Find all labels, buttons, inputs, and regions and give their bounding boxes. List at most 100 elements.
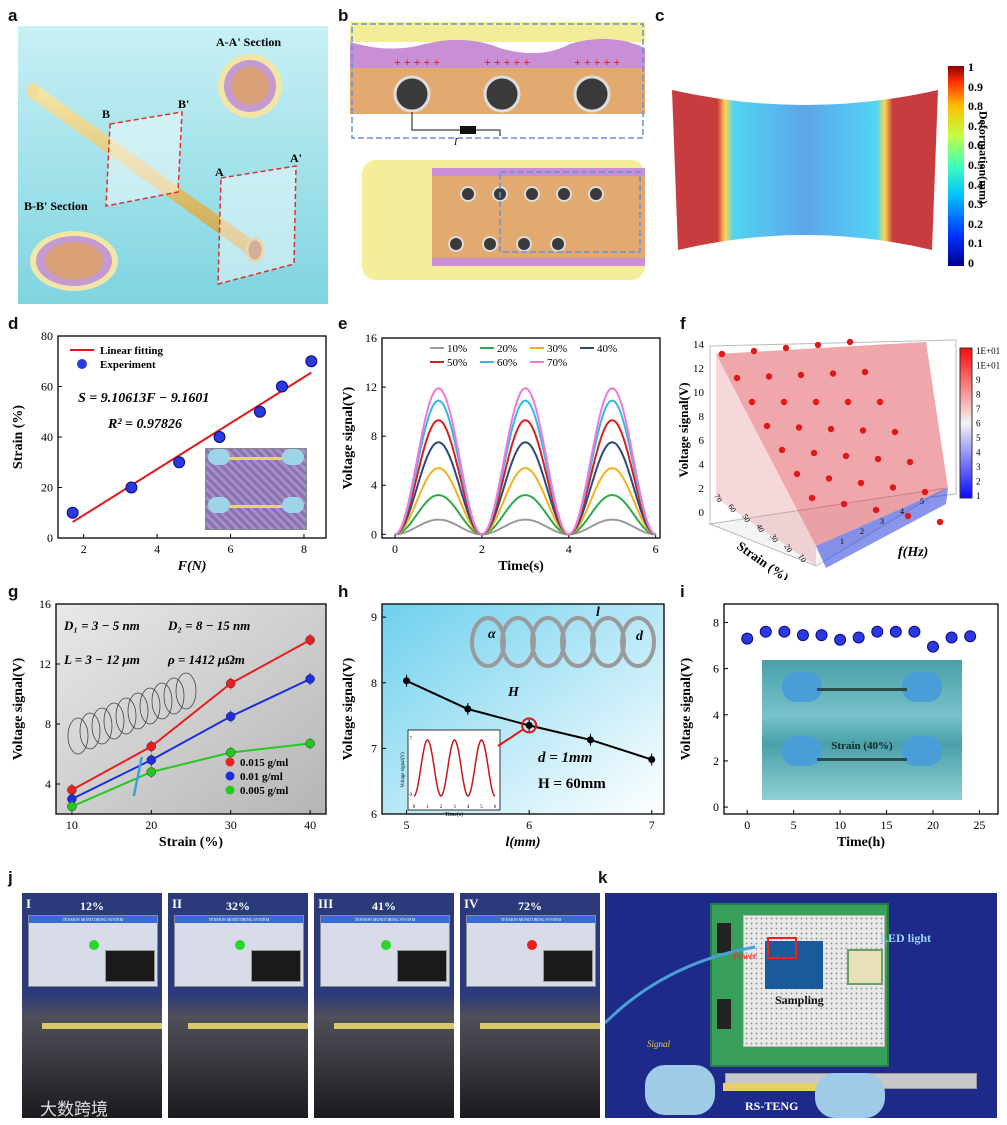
legend-swatch xyxy=(225,785,235,795)
data-point xyxy=(225,678,236,689)
highlight-ring xyxy=(521,717,538,734)
data-point xyxy=(795,424,803,431)
x-tick-label: 0 xyxy=(392,542,398,556)
spring-coil xyxy=(620,616,656,668)
y-tick-label: 8 xyxy=(699,411,705,423)
data-point xyxy=(586,736,594,744)
data-point xyxy=(908,625,921,638)
data-point xyxy=(253,405,266,418)
panel-a-illustration: B B' A A' A-A' Section B-B' Section xyxy=(18,26,328,304)
colorbar-tick: 5 xyxy=(976,433,981,443)
data-point xyxy=(225,711,236,722)
c-colorbar-tick: 0.3 xyxy=(968,197,983,212)
k-led-label: LED light xyxy=(880,931,932,945)
y-tick-label: 0 xyxy=(699,507,705,519)
colorbar-tick: 9 xyxy=(976,375,981,385)
param-text: D₁ = 3 − 5 nm xyxy=(63,618,140,633)
x-tick-label: 7 xyxy=(649,818,655,832)
c-colorbar-tick: 0.2 xyxy=(968,216,983,231)
x-tick-label: 30 xyxy=(225,818,237,832)
y-axis-label: Voltage signal(V) xyxy=(679,657,694,760)
series-line xyxy=(71,678,311,800)
svg-text:+ + + + +: + + + + + xyxy=(574,55,620,69)
c-colorbar-tick: 0.4 xyxy=(968,177,983,192)
y-tick-label: 16 xyxy=(365,331,377,345)
j-frame: TENSION MONITORING SYSTEM II 32% xyxy=(168,893,308,1118)
x-tick-label: 5 xyxy=(791,818,797,832)
x-tick-label: 6 xyxy=(228,542,234,556)
freq-tick: 4 xyxy=(900,507,904,516)
x-tick-label: 15 xyxy=(881,818,893,832)
plot-frame xyxy=(381,337,661,539)
y-tick-label: 0 xyxy=(713,800,719,814)
bb-section-title: B-B' Section xyxy=(24,199,88,213)
j-plot-area xyxy=(543,950,593,982)
panel-i-photo: Strain (40%) xyxy=(762,660,962,800)
inset-x-label: Time(s) xyxy=(445,811,464,818)
j-strain-percent: 12% xyxy=(80,899,104,913)
data-point xyxy=(759,625,772,638)
data-point xyxy=(464,705,472,713)
j-frame-number: II xyxy=(172,896,183,911)
y-tick-label: 20 xyxy=(41,481,53,495)
y-tick-label: 4 xyxy=(713,708,719,722)
x-axis-label: Time(h) xyxy=(837,835,885,850)
data-point xyxy=(810,449,818,457)
data-point xyxy=(852,631,865,644)
y-tick-label: 0 xyxy=(47,531,53,545)
nanotube-ring xyxy=(127,692,149,730)
strain-tick: 30 xyxy=(768,533,780,544)
y-tick-label: 10 xyxy=(693,387,705,399)
nanotube-ring xyxy=(139,687,161,725)
j-strain-percent: 41% xyxy=(372,899,396,913)
data-point xyxy=(648,756,656,764)
data-point xyxy=(815,629,828,642)
j-frame-number: III xyxy=(318,896,334,911)
k-power-label: Power xyxy=(733,951,757,961)
legend-entry: Linear fitting xyxy=(100,345,164,357)
j-fiber-rod xyxy=(480,1023,600,1029)
j-strain-percent: 32% xyxy=(226,899,250,913)
panel-label-g: g xyxy=(8,582,19,601)
j-screen-title: TENSION MONITORING SYSTEM xyxy=(467,916,595,923)
label-A: A xyxy=(215,165,224,179)
j-plot-area xyxy=(251,950,301,982)
inset-y-tick: 7 xyxy=(410,737,413,742)
legend-swatch xyxy=(225,757,235,767)
j-monitor-screen: TENSION MONITORING SYSTEM xyxy=(320,915,450,987)
legend-entry: 20% xyxy=(497,343,517,355)
data-point xyxy=(718,350,726,358)
data-point xyxy=(793,470,801,478)
k-sampling-label: Sampling xyxy=(775,993,824,1007)
legend-entry: 30% xyxy=(547,343,567,355)
j-plot-area xyxy=(397,950,447,982)
data-point xyxy=(840,500,848,508)
j-fiber-rod xyxy=(42,1023,162,1029)
inset-line xyxy=(413,739,496,797)
data-point xyxy=(825,475,833,482)
watermark: 大数跨境 xyxy=(40,1100,108,1120)
legend-entry: 50% xyxy=(447,357,467,369)
c-colorbar-tick: 0.9 xyxy=(968,79,983,94)
y-tick-label: 6 xyxy=(699,435,705,447)
inset-x-tick: 3 xyxy=(453,805,456,810)
x-tick-label: 2 xyxy=(479,542,485,556)
y-tick-label: 16 xyxy=(39,597,51,611)
x-axis-label: l(mm) xyxy=(506,835,541,850)
data-point xyxy=(808,494,816,502)
legend-swatch xyxy=(77,359,87,369)
y-tick-label: 4 xyxy=(699,459,705,471)
data-point xyxy=(936,518,944,526)
data-point xyxy=(872,506,880,514)
x-tick-label: 4 xyxy=(566,542,572,556)
d-label: d = 1mm xyxy=(538,750,592,766)
label-B: B xyxy=(102,107,110,121)
colorbar-tick: 7 xyxy=(976,404,981,414)
data-point xyxy=(782,344,790,352)
data-point xyxy=(812,398,820,406)
x-tick-label: 5 xyxy=(404,818,410,832)
svg-text:+ + + + +: + + + + + xyxy=(394,55,440,69)
legend-entry: 60% xyxy=(497,357,517,369)
c-colorbar-ticks: 1 0.9 0.8 0.7 0.6 0.5 0.4 0.3 0.2 0.1 0 xyxy=(968,60,996,272)
data-point xyxy=(846,338,854,346)
